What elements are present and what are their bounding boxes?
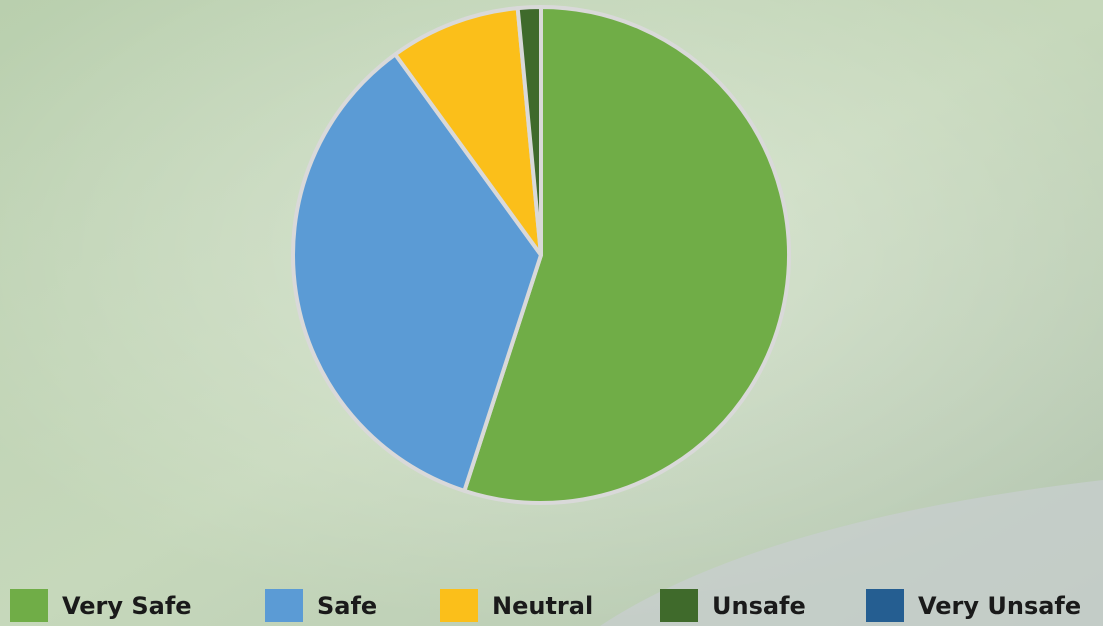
legend-swatch: [10, 589, 48, 622]
legend-label: Very Unsafe: [918, 592, 1081, 620]
legend-swatch: [866, 589, 904, 622]
legend-label: Very Safe: [62, 592, 192, 620]
legend-label: Safe: [317, 592, 377, 620]
pie-slice: [291, 52, 543, 493]
river: [600, 480, 1103, 626]
legend-swatch: [660, 589, 698, 622]
legend: Very Safe Safe Neutral Unsafe Very Unsafe: [10, 589, 1081, 622]
legend-swatch: [440, 589, 478, 622]
pie-slice: [393, 6, 543, 257]
legend-label: Unsafe: [712, 592, 806, 620]
legend-swatch: [265, 589, 303, 622]
legend-label: Neutral: [492, 592, 593, 620]
pie-slice: [462, 5, 791, 505]
pie: [291, 5, 791, 505]
